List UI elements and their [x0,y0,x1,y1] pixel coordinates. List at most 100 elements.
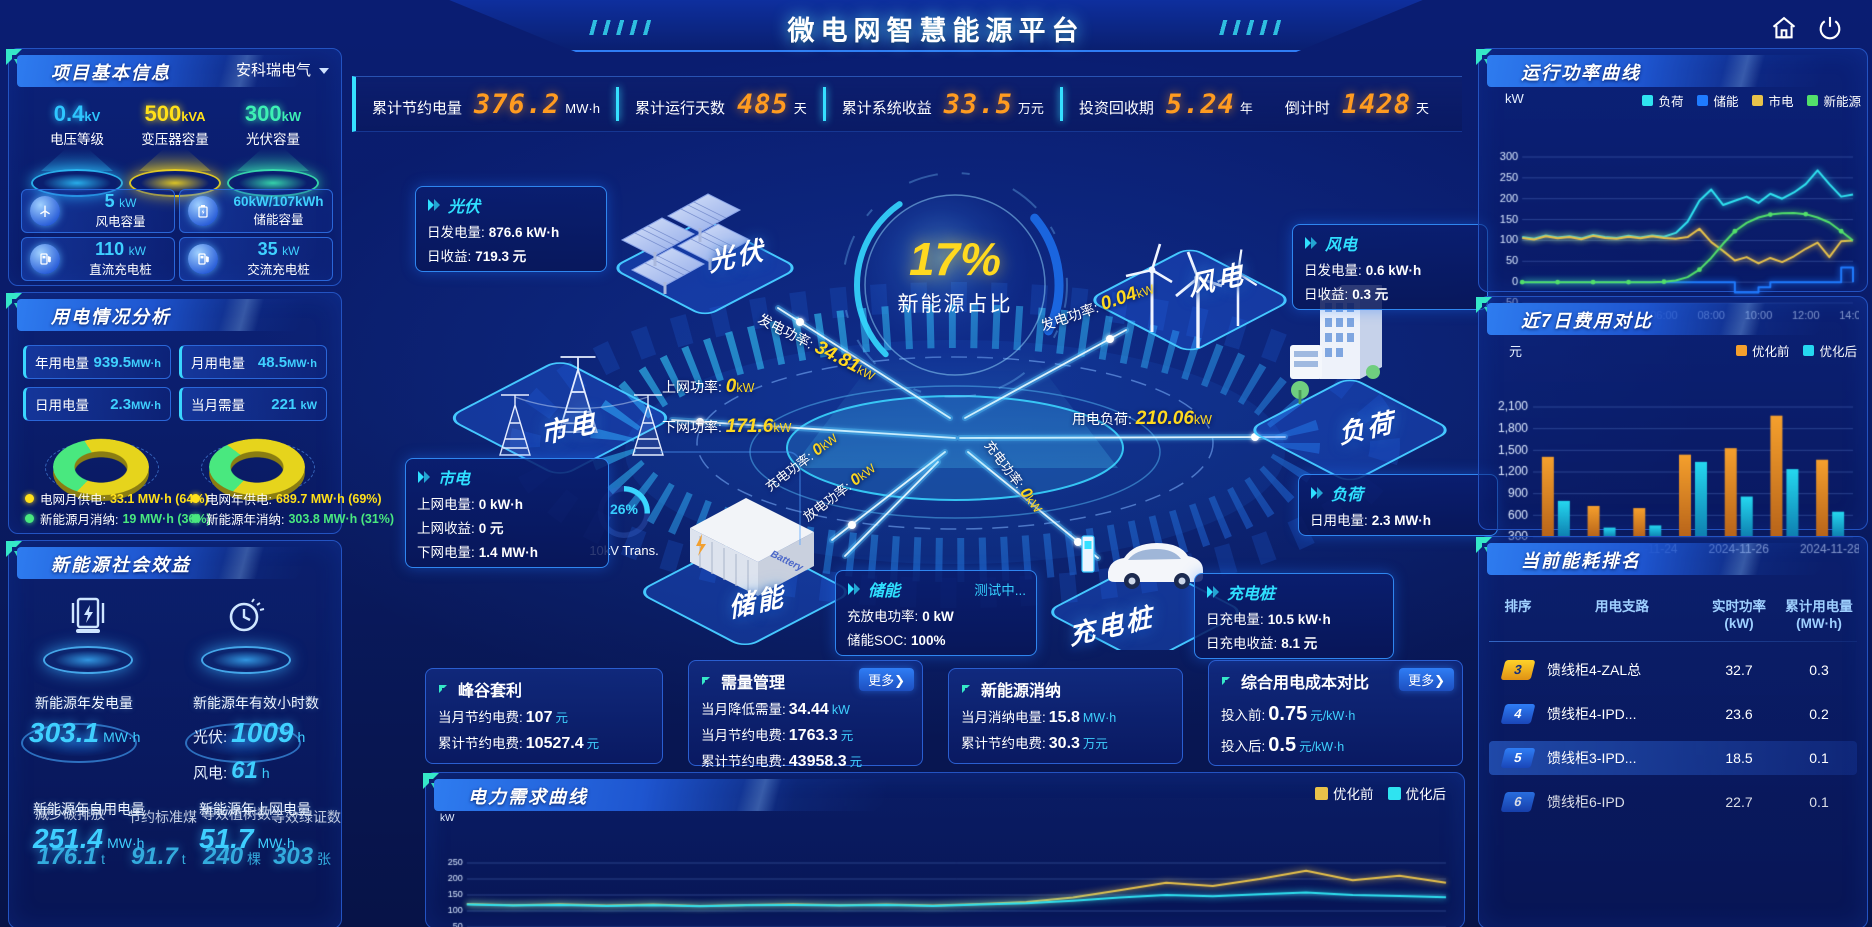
benefit-self-use-value: 251.4 MW·h [33,823,144,855]
home-icon[interactable] [1770,14,1800,44]
y-axis-unit: kW [1505,91,1524,106]
glow-base [201,646,291,674]
card-value: 35 [257,239,278,260]
value: 0.3 元 [1352,287,1389,302]
y-axis-unit: 元 [1509,344,1523,359]
value: 303 [273,843,314,870]
label: 下网电量: [417,545,475,560]
ranking-row[interactable]: 4 馈线柜4-IPD... 23.6 0.2 [1489,697,1857,731]
value: 30.3 [1048,735,1080,752]
kpi-countdown: 倒计时 1428 天 [1269,89,1445,120]
value: 91.7 [131,843,178,870]
company-select[interactable]: 安科瑞电气 [236,59,329,80]
label: 上网电量: [417,497,475,512]
more-button[interactable]: 更多❯ [859,668,914,691]
stat-label: 日用电量 [35,398,89,413]
col-rank: 排序 [1504,599,1532,614]
label: 用电负荷: [1072,411,1132,427]
value: 0 kW [922,609,954,624]
unit: h [297,729,306,745]
glow-base [31,169,123,197]
kpi-label: 累计系统收益 [841,99,932,117]
card-label: 交流充电桩 [247,262,310,277]
value: 8.1 元 [1281,636,1318,651]
value: 0.75 [1268,703,1308,725]
infobox-title: 负荷 [1331,487,1364,504]
label: 上网收益: [417,521,475,536]
legend-swatch [1642,95,1654,106]
capacity-card-storage: 60kW/107kWh 储能容量 [179,189,333,233]
value: 0 [725,376,737,397]
ranking-row[interactable]: 6 馈线柜6-IPD 22.7 0.1 [1489,785,1857,819]
kpi-unit: 天 [793,100,807,116]
cost7-legend[interactable]: 优化前 优化后 [1722,341,1857,360]
label: 光伏: [193,729,228,746]
label: 日收益: [1304,287,1349,302]
infobox-grid: 市电 上网电量: 0 kW·h 上网收益: 0 元 下网电量: 1.4 MW·h [405,458,609,568]
value: 43958.3 [788,753,847,770]
cost7-chart[interactable] [1487,399,1859,557]
card-label: 储能容量 [253,213,304,227]
unit: 棵 [247,851,262,867]
run-power-chart[interactable] [1487,149,1859,321]
card-label: 风电容量 [95,214,146,229]
flow-load: 用电负荷: 210.06kW [1072,408,1212,430]
more-button[interactable]: 更多❯ [1399,668,1454,691]
unit: t [101,851,105,867]
kpi-unit: 天 [1415,100,1429,116]
capacity-card-dc: 110 kW 直流充电桩 [21,237,175,281]
divider [1489,641,1857,642]
line1: 实时功率 [1712,599,1766,614]
legend-label: 电网月供电: [40,493,106,507]
col-energy: 累计用电量 (MW·h) [1781,599,1857,633]
capacity-card-wind: 5 kW 风电容量 [21,189,175,233]
benefit-feedin-label: 新能源年上网电量 [199,801,311,817]
value: 100% [911,633,946,648]
unit: kW [1134,281,1157,302]
infobox-title: 光伏 [448,199,481,216]
legend-label: 新能源月消纳: [40,513,119,527]
branch-name: 馈线柜6-IPD [1547,794,1625,810]
label: 投入后: [1221,739,1266,754]
panel-cost7: 近7日费用对比 元 优化前 优化后 [1476,296,1868,557]
kpi-bar: 累计节约电量 376.2 MW·h 累计运行天数 485 天 累计系统收益 33… [352,76,1462,132]
demand-curve-chart[interactable] [438,855,1452,927]
spotlight-unit: kW [281,109,302,124]
demand-legend[interactable]: 优化前 优化后 [1301,783,1446,803]
ranking-row[interactable]: 5 馈线柜3-IPD... 18.5 0.1 [1489,741,1857,775]
label: 日充电收益: [1206,636,1278,651]
label: 上网功率: [662,379,722,395]
capacity-card-ac: 35 kW 交流充电桩 [179,237,333,281]
rank-badge: 3 [1500,660,1536,680]
label: 当月消纳电量: [961,710,1046,725]
label: 当月节约电费: [438,710,523,725]
stat-value: 48.5 [257,353,288,371]
glow-base [43,646,133,674]
power-icon[interactable] [1816,14,1846,44]
run-power-legend[interactable]: 负荷 储能 市电 新能源 [1628,91,1861,110]
ranking-row[interactable]: 3 馈线柜4-ZAL总 32.7 0.3 [1489,653,1857,687]
stat-unit: MW·h [131,357,161,370]
label: 当月降低需量: [701,702,786,717]
donut-chart [53,438,149,496]
kpi-label: 累计运行天数 [634,99,725,117]
panel-usage-analysis: 用电情况分析 年用电量 939.5MW·h 月用电量 48.5MW·h 日用电量… [6,292,394,534]
ev-charger-icon [1081,535,1203,589]
renewable-share: 17% 新能源占比 [885,232,1025,318]
divider [822,87,826,121]
spotlight-transformer: 500kVA 变压器容量 [123,101,227,197]
line2: (MW·h) [1796,615,1842,631]
label: 投入前: [1221,708,1266,723]
kpi-value: 376.2 [474,88,561,120]
benefit-pv-hours: 光伏: 1009 h [193,717,305,749]
value: 2.3 MW·h [1371,513,1432,528]
stat-unit: MW·h [131,399,161,412]
legend-label: 优化前 [1751,345,1790,359]
infobox-title: 风电 [1325,237,1358,254]
label: 下网功率: [662,419,722,435]
transmission-towers-icon [499,356,664,456]
panel-title: 项目基本信息 [51,63,171,83]
legend-swatch [1807,95,1819,106]
infobox-pv: 光伏 日发电量: 876.6 kW·h 日收益: 719.3 元 [415,186,607,272]
legend-swatch [1697,95,1709,106]
